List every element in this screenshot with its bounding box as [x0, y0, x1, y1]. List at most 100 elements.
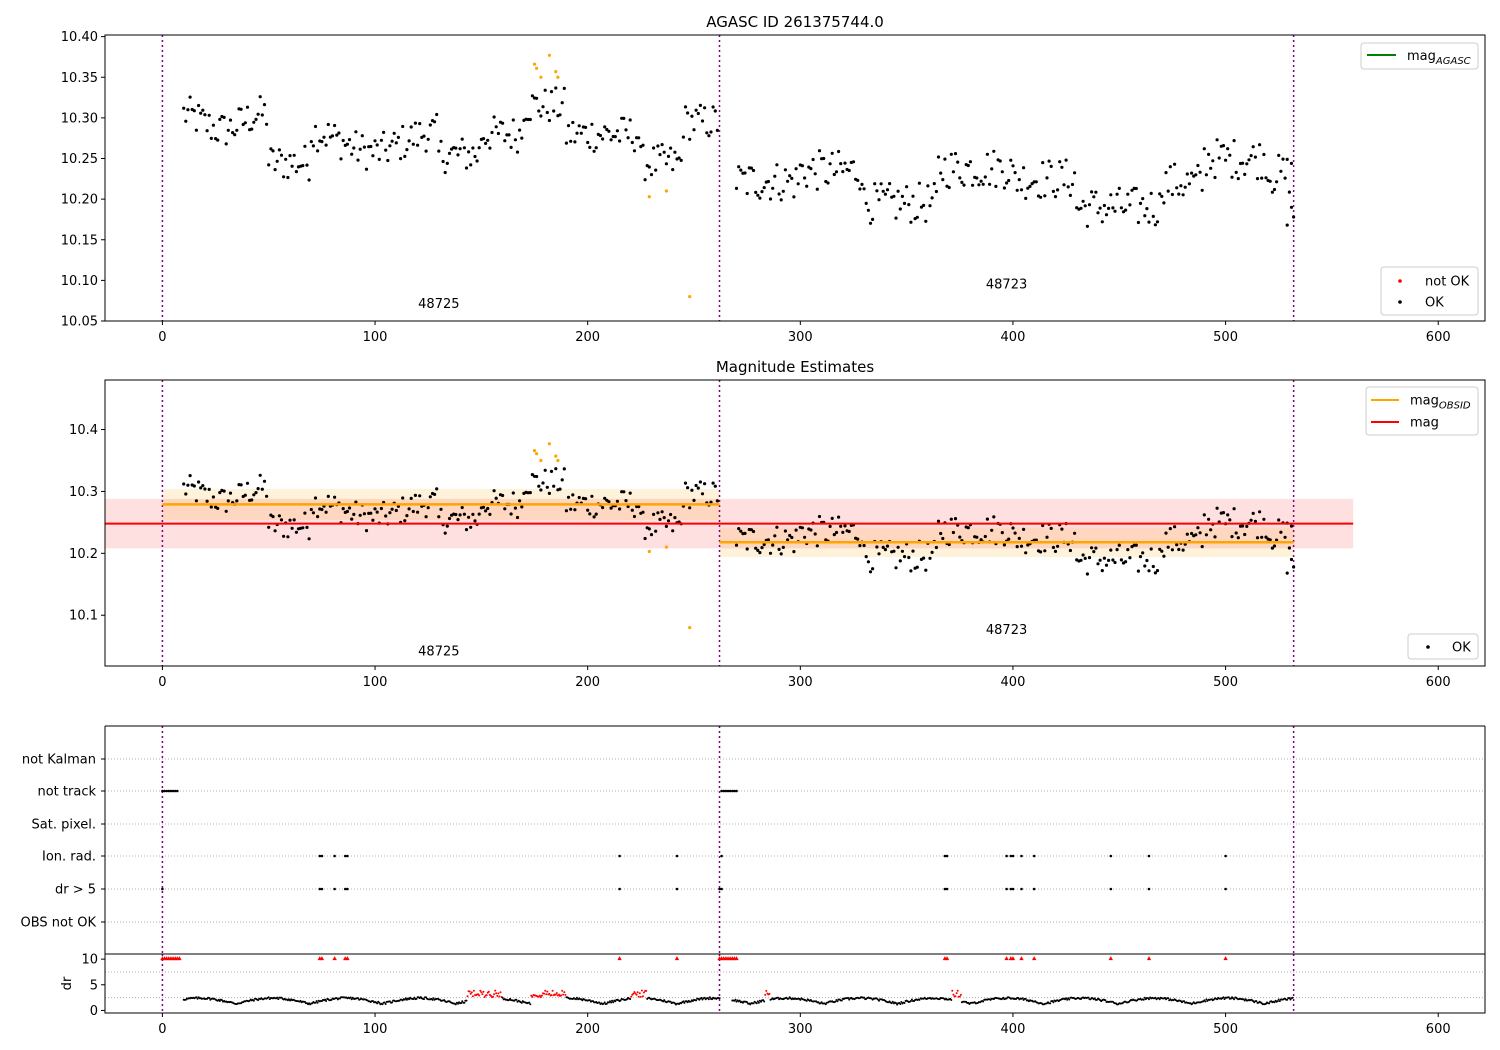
dr-point [412, 998, 415, 1000]
dr-point [863, 996, 866, 999]
ok-point [909, 569, 913, 573]
ok-point [618, 507, 622, 511]
ok-point [1215, 506, 1219, 510]
ok-point [734, 186, 739, 190]
flag-point [1009, 887, 1013, 891]
dr-point [543, 992, 546, 995]
ok-point [1204, 173, 1208, 177]
ok-point [756, 548, 760, 553]
dr-point [633, 991, 636, 993]
ok-point [288, 518, 292, 522]
ok-point [628, 118, 632, 122]
ok-point [1270, 190, 1274, 194]
ok-point [358, 513, 362, 517]
dr-point [768, 992, 771, 995]
ok-point [475, 159, 479, 163]
ok-point [975, 176, 979, 180]
dr-point [316, 1001, 319, 1004]
ok-point [1221, 144, 1226, 148]
highlighted-point [547, 53, 552, 57]
ok-point [953, 517, 958, 521]
y-tick-label: 5 [90, 978, 98, 993]
dr-point [645, 989, 648, 992]
flag-point [161, 789, 164, 793]
ok-point [815, 544, 819, 548]
ok-point [958, 176, 962, 180]
ok-point [1060, 165, 1064, 169]
ok-point [515, 515, 520, 520]
ok-point [316, 149, 320, 153]
ok-point [813, 532, 817, 536]
ok-point [1228, 518, 1232, 522]
ok-point [1181, 193, 1185, 197]
ok-point [1060, 527, 1064, 531]
ok-point [754, 546, 758, 550]
ok-point [301, 164, 305, 168]
x-tick-label: 500 [1213, 675, 1238, 690]
ok-point [1264, 176, 1268, 180]
flag-point [333, 887, 336, 891]
ok-point [683, 105, 688, 109]
dr-point [1024, 997, 1027, 1000]
ok-point [1083, 204, 1087, 208]
ok-point [1292, 565, 1296, 569]
ok-point [564, 141, 569, 145]
dr-point [763, 1000, 766, 1003]
dr-point [349, 996, 352, 999]
highlighted-point [554, 70, 558, 74]
ok-point [1102, 556, 1106, 560]
dr-clipped-marker [345, 956, 350, 961]
ok-point [239, 483, 243, 487]
highlighted-point [664, 545, 669, 549]
ok-point [1209, 528, 1213, 532]
legend-label: OK [1452, 641, 1471, 656]
ok-point [1226, 513, 1230, 517]
flag-point [945, 854, 949, 858]
legend-marker [1398, 300, 1402, 304]
dr-point [610, 1001, 613, 1004]
ok-point [709, 500, 713, 504]
ok-point [1185, 172, 1189, 176]
ok-point [1158, 547, 1162, 551]
dr-point [432, 997, 435, 1000]
ok-point [879, 182, 883, 186]
y-tick-label: 10.40 [61, 30, 98, 45]
flag-point [720, 789, 723, 793]
ok-point [469, 525, 473, 529]
ok-point [815, 187, 819, 191]
ok-point [847, 168, 851, 173]
dr-point [550, 994, 553, 997]
ok-point [579, 131, 583, 135]
ok-point [1190, 531, 1194, 536]
ok-point [1211, 159, 1215, 163]
dr-point [515, 998, 518, 1001]
ok-point [405, 514, 409, 518]
ok-point [803, 535, 807, 539]
ok-point [256, 487, 260, 491]
dr-point [840, 999, 843, 1002]
ok-point [1000, 531, 1004, 535]
ok-point [547, 491, 552, 495]
ok-point [526, 117, 530, 122]
flag-point [176, 789, 179, 793]
dr-point [575, 998, 577, 1001]
ok-point [768, 551, 773, 555]
ok-point [1143, 564, 1147, 568]
dr-point [482, 990, 485, 993]
highlighted-point [547, 442, 552, 446]
ok-point [615, 129, 620, 133]
ok-point [439, 139, 443, 143]
ok-point [1260, 176, 1264, 180]
ok-point [509, 145, 513, 149]
ok-point [990, 528, 994, 532]
ok-point [375, 510, 379, 514]
ok-point [182, 482, 186, 486]
ok-point [413, 121, 417, 125]
ok-point [1149, 547, 1153, 551]
ok-point [654, 168, 658, 172]
ok-point [471, 512, 475, 517]
ok-point [1153, 571, 1157, 575]
ok-point [192, 109, 196, 113]
ok-point [1236, 177, 1240, 181]
ok-point [252, 120, 256, 124]
